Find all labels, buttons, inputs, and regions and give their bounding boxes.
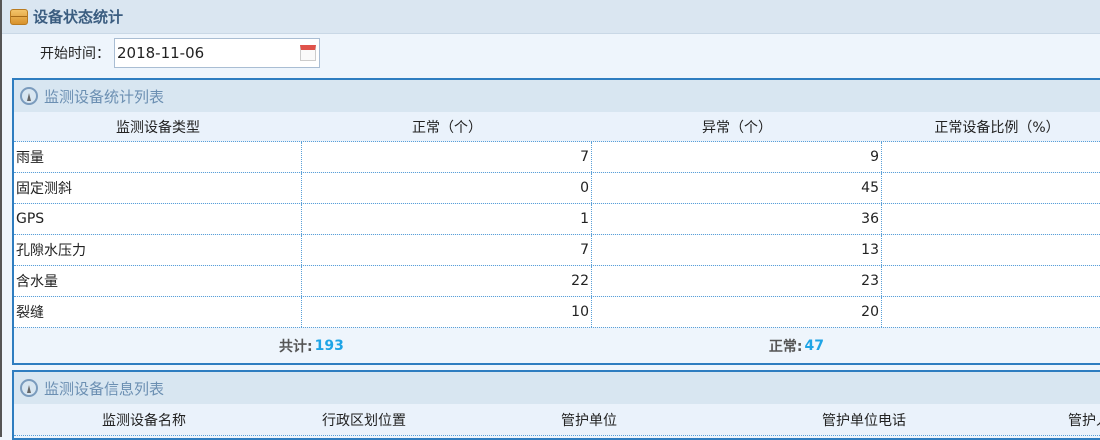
column-header: 正常（个） — [412, 119, 482, 136]
table-row: 固定测斜 0 45 — [14, 173, 1100, 204]
start-date-input[interactable]: 2018-11-06 — [114, 38, 320, 68]
column-header: 监测设备类型 — [116, 119, 200, 136]
normal-value: 47 — [804, 337, 824, 354]
stats-panel: 监测设备统计列表 监测设备类型 正常（个） 异常（个） 正常设备比例（%） 雨量… — [12, 78, 1100, 365]
total-value: 193 — [314, 337, 344, 354]
ratio-cell — [882, 142, 1100, 172]
page-title: 设备状态统计 — [33, 8, 124, 26]
abnormal-cell: 23 — [592, 266, 882, 296]
column-header: 监测设备名称 — [102, 412, 186, 429]
column-header: 管护单位电话 — [822, 412, 906, 429]
abnormal-cell: 36 — [592, 204, 882, 234]
stats-header-row: 监测设备类型 正常（个） 异常（个） 正常设备比例（%） — [14, 112, 1100, 142]
start-time-label: 开始时间： — [40, 46, 110, 62]
info-header-row: 监测设备名称 行政区划位置 管护单位 管护单位电话 管护人 — [14, 404, 1100, 436]
info-panel: 监测设备信息列表 监测设备名称 行政区划位置 管护单位 管护单位电话 管护人 — [12, 370, 1100, 440]
info-panel-title: 监测设备信息列表 — [14, 372, 1100, 404]
type-cell: GPS — [14, 204, 302, 234]
abnormal-cell: 9 — [592, 142, 882, 172]
table-row: 孔隙水压力 7 13 — [14, 235, 1100, 266]
page-header: 设备状态统计 — [2, 0, 1100, 34]
normal-cell: 10 — [302, 297, 592, 327]
type-cell: 雨量 — [14, 142, 302, 172]
normal-cell: 0 — [302, 173, 592, 203]
table-row: 含水量 22 23 — [14, 266, 1100, 297]
ratio-cell — [882, 266, 1100, 296]
antenna-icon — [20, 87, 38, 105]
column-header: 管护人 — [1068, 412, 1100, 429]
stats-panel-title: 监测设备统计列表 — [14, 80, 1100, 112]
ratio-cell — [882, 173, 1100, 203]
column-header: 正常设备比例（%） — [934, 119, 1060, 136]
column-header: 异常（个） — [702, 119, 772, 136]
ratio-cell — [882, 235, 1100, 265]
abnormal-cell: 13 — [592, 235, 882, 265]
abnormal-cell: 45 — [592, 173, 882, 203]
normal-label: 正常: — [768, 338, 803, 355]
calendar-icon[interactable] — [300, 45, 316, 61]
column-header: 行政区划位置 — [322, 412, 406, 429]
stats-title-text: 监测设备统计列表 — [44, 87, 165, 106]
type-cell: 固定测斜 — [14, 173, 302, 203]
antenna-icon — [20, 379, 38, 397]
normal-cell: 7 — [302, 235, 592, 265]
table-row: 裂缝 10 20 — [14, 297, 1100, 328]
type-cell: 孔隙水压力 — [14, 235, 302, 265]
box-icon — [10, 8, 28, 25]
normal-cell: 7 — [302, 142, 592, 172]
normal-cell: 22 — [302, 266, 592, 296]
table-row: GPS 1 36 — [14, 204, 1100, 235]
stats-footer: 共计: 193 正常: 47 — [14, 328, 1100, 363]
type-cell: 含水量 — [14, 266, 302, 296]
abnormal-cell: 20 — [592, 297, 882, 327]
start-date-value: 2018-11-06 — [117, 44, 205, 62]
type-cell: 裂缝 — [14, 297, 302, 327]
column-header: 管护单位 — [561, 412, 617, 429]
table-row: 雨量 7 9 — [14, 142, 1100, 173]
date-filter: 开始时间： 2018-11-06 — [40, 38, 320, 68]
total-label: 共计: — [279, 338, 313, 355]
info-title-text: 监测设备信息列表 — [44, 379, 165, 398]
normal-cell: 1 — [302, 204, 592, 234]
ratio-cell — [882, 204, 1100, 234]
ratio-cell — [882, 297, 1100, 327]
